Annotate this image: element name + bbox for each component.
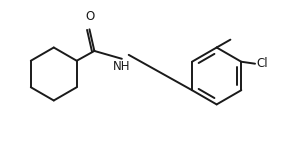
Text: Cl: Cl xyxy=(256,57,268,70)
Text: O: O xyxy=(86,11,95,24)
Text: NH: NH xyxy=(113,60,131,73)
